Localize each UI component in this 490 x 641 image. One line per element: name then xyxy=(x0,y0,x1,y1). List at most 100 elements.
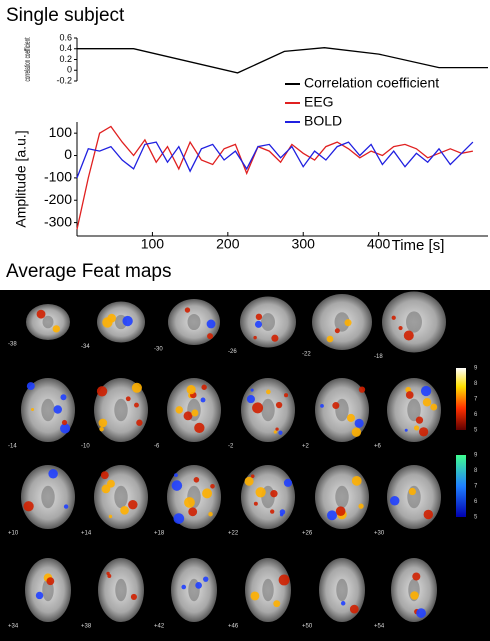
slice-label: +18 xyxy=(154,531,165,537)
activation-blob xyxy=(351,475,362,486)
activation-blob xyxy=(183,411,193,421)
ventricle xyxy=(115,578,127,602)
slice-label: -30 xyxy=(154,347,163,353)
activation-blob xyxy=(207,333,214,340)
activation-blob xyxy=(201,384,207,390)
activation-blob xyxy=(284,393,289,398)
slice-label: +42 xyxy=(154,624,165,630)
colorbar-label: 7 xyxy=(474,484,478,490)
activation-blob xyxy=(106,479,115,488)
activation-blob xyxy=(52,325,60,333)
activation-blob xyxy=(416,608,426,618)
activation-blob xyxy=(122,315,133,327)
activation-blob xyxy=(210,484,215,489)
activation-blob xyxy=(275,427,279,431)
activation-blob xyxy=(171,480,183,491)
activation-blob xyxy=(344,319,352,327)
x-tick-label: 100 xyxy=(141,236,165,252)
activation-blob xyxy=(403,330,414,341)
activation-blob xyxy=(420,385,432,397)
activation-blob xyxy=(194,422,205,434)
activation-blob xyxy=(203,576,209,582)
activation-blob xyxy=(48,469,58,479)
ventricle xyxy=(335,485,349,509)
activation-blob xyxy=(191,409,199,417)
activation-blob xyxy=(200,397,206,403)
ventricle xyxy=(262,578,274,602)
ventricle xyxy=(114,485,128,509)
activation-blob xyxy=(173,513,185,524)
activation-blob xyxy=(134,402,139,408)
ventricle xyxy=(261,398,275,422)
colorbar-label: 6 xyxy=(474,499,478,505)
activation-blob xyxy=(128,499,138,510)
activation-blob xyxy=(255,487,266,498)
ventricle xyxy=(406,311,422,333)
activation-blob xyxy=(405,391,414,399)
y-tick-label: 0.4 xyxy=(59,43,72,53)
activation-blob xyxy=(60,423,71,434)
slice-label: -38 xyxy=(8,342,17,348)
legend-label: BOLD xyxy=(304,113,342,129)
colorbar xyxy=(456,368,466,430)
ventricle xyxy=(41,398,55,422)
activation-blob xyxy=(181,584,187,590)
ventricle xyxy=(335,398,349,422)
activation-blob xyxy=(23,501,34,512)
slice-label: -2 xyxy=(228,444,234,450)
slice-label: -22 xyxy=(302,352,311,358)
activation-blob xyxy=(188,507,198,517)
activation-blob xyxy=(266,389,271,395)
activation-blob xyxy=(358,503,364,509)
slice-label: +6 xyxy=(374,444,382,450)
activation-blob xyxy=(334,328,340,334)
slice-label: -26 xyxy=(228,349,237,355)
ventricle xyxy=(41,485,55,509)
activation-blob xyxy=(389,495,400,506)
y-tick-label: 0 xyxy=(67,65,72,75)
series-line xyxy=(76,141,474,179)
activation-blob xyxy=(270,509,275,514)
ventricle xyxy=(42,315,54,329)
activation-blob xyxy=(253,501,258,506)
ventricle xyxy=(336,578,348,602)
slice-label: +50 xyxy=(302,624,313,630)
activation-blob xyxy=(61,419,68,426)
x-tick-label: 400 xyxy=(367,236,391,252)
y-tick-label: -200 xyxy=(44,191,72,207)
slice-label: -6 xyxy=(154,444,160,450)
activation-blob xyxy=(278,430,283,435)
activation-blob xyxy=(208,511,213,517)
series-line xyxy=(76,125,474,230)
activation-blob xyxy=(278,574,290,586)
activation-blob xyxy=(423,509,434,520)
activation-blob xyxy=(120,506,129,515)
ventricle xyxy=(334,312,350,332)
x-axis-label: Time [s] xyxy=(392,237,445,254)
x-tick-label: 200 xyxy=(216,236,240,252)
slice-label: +46 xyxy=(228,624,239,630)
y-tick-label: 0 xyxy=(64,146,72,162)
activation-blob xyxy=(193,477,200,483)
y-tick-label: 0.2 xyxy=(59,54,72,64)
slice-label: +22 xyxy=(228,531,239,537)
activation-blob xyxy=(335,506,346,517)
activation-blob xyxy=(96,386,108,397)
activation-blob xyxy=(175,406,183,414)
colorbar-label: 8 xyxy=(474,468,478,474)
activation-blob xyxy=(99,426,104,432)
activation-blob xyxy=(106,571,110,576)
y-tick-label: 100 xyxy=(49,124,73,140)
activation-blob xyxy=(254,320,263,328)
activation-blob xyxy=(184,307,191,313)
colorbar-label: 8 xyxy=(474,381,478,387)
slice-label: +54 xyxy=(374,624,385,630)
slice-label: +38 xyxy=(81,624,92,630)
slice-label: -34 xyxy=(81,344,90,350)
activation-blob xyxy=(430,403,438,411)
activation-blob xyxy=(398,325,403,331)
activation-blob xyxy=(273,600,281,608)
activation-blob xyxy=(252,402,264,414)
activation-blob xyxy=(130,593,137,600)
